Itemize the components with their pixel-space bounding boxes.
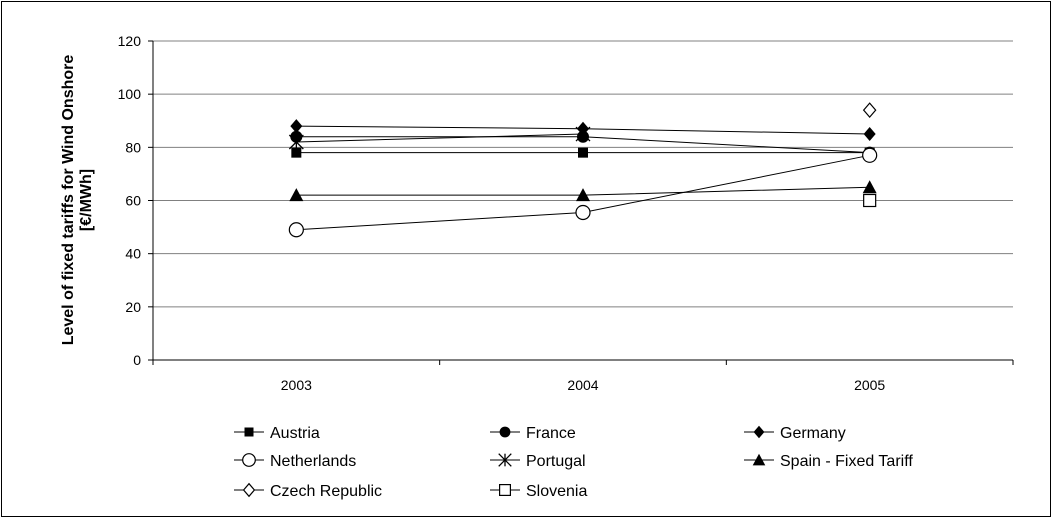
series-netherlands-point-2005-shape — [862, 147, 878, 163]
series-austria-point-2003-shape — [291, 147, 302, 158]
legend-item-netherlands: Netherlands — [234, 453, 356, 470]
legend-item-austria-label: Austria — [270, 425, 320, 442]
legend-item-netherlands-marker-shape — [242, 453, 256, 467]
legend-item-portugal: Portugal — [490, 453, 586, 470]
x-tick-label-2004: 2004 — [567, 377, 598, 393]
legend-item-germany-marker — [753, 425, 765, 439]
series-spain-fixed-tariff-point-2004 — [576, 188, 590, 202]
legend-item-france-label: France — [526, 425, 576, 442]
series-germany-point-2005-shape — [863, 127, 876, 142]
series-portugal-point-2003 — [288, 134, 304, 150]
series-slovenia-point-2005 — [863, 193, 877, 208]
legend-item-netherlands-label: Netherlands — [270, 453, 356, 470]
legend-item-spain-fixed-tariff-marker-shape — [752, 453, 766, 466]
series-czech-republic — [862, 102, 877, 119]
legend-item-czech-republic-marker — [242, 482, 256, 498]
legend-item-france-marker — [499, 426, 511, 438]
legend-item-germany-label: Germany — [780, 425, 846, 442]
series-spain-fixed-tariff-point-2005 — [862, 180, 877, 194]
series-austria-point-2003 — [291, 147, 302, 158]
series-portugal-line — [296, 133, 584, 143]
y-tick-label-60: 60 — [125, 193, 141, 209]
series-portugal-point-2004 — [575, 126, 591, 142]
series-spain-fixed-tariff — [289, 180, 877, 202]
legend-item-germany-marker-shape — [753, 425, 765, 439]
series-slovenia — [863, 193, 877, 208]
x-tick-label-2005: 2005 — [854, 377, 885, 393]
legend-item-slovenia: Slovenia — [490, 483, 587, 500]
y-ticks: 0 20 40 60 80 100 120 — [118, 33, 153, 368]
legend-item-portugal-label: Portugal — [526, 453, 586, 470]
series-netherlands-point-2004-shape — [575, 204, 591, 221]
legend-item-germany: Germany — [744, 425, 846, 442]
legend-item-austria-marker-shape — [244, 427, 254, 437]
series-spain-fixed-tariff-point-2005-shape — [862, 180, 877, 194]
legend-item-slovenia-label: Slovenia — [526, 483, 587, 500]
series-germany-point-2003-shape — [290, 119, 303, 134]
legend-item-slovenia-marker — [499, 484, 512, 497]
legend-item-netherlands-marker — [242, 453, 256, 467]
legend-item-france: France — [490, 425, 576, 442]
series-netherlands-point-2004 — [575, 204, 591, 221]
series-germany-point-2005 — [863, 127, 876, 142]
legend-item-austria-marker — [244, 427, 254, 437]
series-netherlands — [288, 147, 878, 238]
x-tick-label-2003: 2003 — [281, 377, 312, 393]
y-tick-label-80: 80 — [125, 139, 141, 155]
series-austria — [291, 147, 875, 158]
y-tick-label-100: 100 — [118, 86, 142, 102]
gridlines — [153, 40, 1013, 308]
y-tick-label-120: 120 — [118, 33, 142, 49]
series-czech-republic-point-2005 — [862, 102, 877, 119]
series-austria-point-2004 — [578, 147, 588, 158]
legend-item-czech-republic-marker-shape — [242, 482, 256, 498]
series-czech-republic-point-2005-shape — [862, 102, 877, 119]
legend-item-austria: Austria — [234, 425, 320, 442]
legend-item-czech-republic: Czech Republic — [234, 482, 382, 500]
y-tick-label-40: 40 — [125, 246, 141, 262]
y-axis-label: Level of fixed tariffs for Wind Onshore — [60, 55, 77, 346]
y-axis-label-unit: [€/MWh] — [78, 169, 95, 231]
y-tick-label-20: 20 — [125, 299, 141, 315]
series-group — [288, 102, 878, 238]
series-slovenia-point-2005-shape — [863, 193, 877, 208]
series-portugal — [288, 126, 591, 150]
series-netherlands-point-2003 — [288, 222, 304, 238]
legend-item-slovenia-marker-shape — [499, 484, 512, 497]
series-austria-point-2004-shape — [578, 147, 588, 158]
series-spain-fixed-tariff-point-2004-shape — [576, 188, 590, 202]
series-spain-fixed-tariff-point-2003-shape — [289, 188, 304, 202]
legend: Austria France Germany Netherlands Portugal S… — [234, 425, 913, 500]
legend-item-czech-republic-label: Czech Republic — [270, 483, 382, 500]
x-ticks: 2003 2004 2005 — [152, 360, 1014, 393]
series-netherlands-point-2003-shape — [288, 222, 304, 238]
series-netherlands-point-2005 — [862, 147, 878, 163]
legend-item-spain-fixed-tariff: Spain - Fixed Tariff — [744, 453, 913, 470]
legend-item-spain-fixed-tariff-label: Spain - Fixed Tariff — [780, 453, 913, 470]
legend-item-portugal-marker — [498, 453, 512, 467]
series-spain-fixed-tariff-point-2003 — [289, 188, 304, 202]
legend-item-france-marker-shape — [499, 426, 511, 438]
y-tick-label-0: 0 — [133, 352, 141, 368]
series-germany-point-2003 — [290, 119, 303, 134]
legend-item-spain-fixed-tariff-marker — [752, 453, 766, 466]
